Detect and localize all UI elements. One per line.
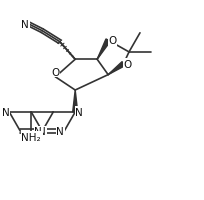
Text: O: O bbox=[51, 67, 59, 77]
Text: N: N bbox=[38, 126, 46, 136]
Polygon shape bbox=[72, 91, 77, 112]
Text: N: N bbox=[75, 107, 83, 117]
Text: N: N bbox=[56, 126, 64, 136]
Text: N: N bbox=[34, 126, 42, 136]
Polygon shape bbox=[97, 40, 110, 60]
Text: O: O bbox=[123, 59, 131, 69]
Text: O: O bbox=[108, 36, 116, 46]
Text: NH₂: NH₂ bbox=[21, 132, 41, 142]
Text: N: N bbox=[21, 20, 29, 30]
Polygon shape bbox=[108, 62, 124, 75]
Text: N: N bbox=[2, 107, 9, 117]
